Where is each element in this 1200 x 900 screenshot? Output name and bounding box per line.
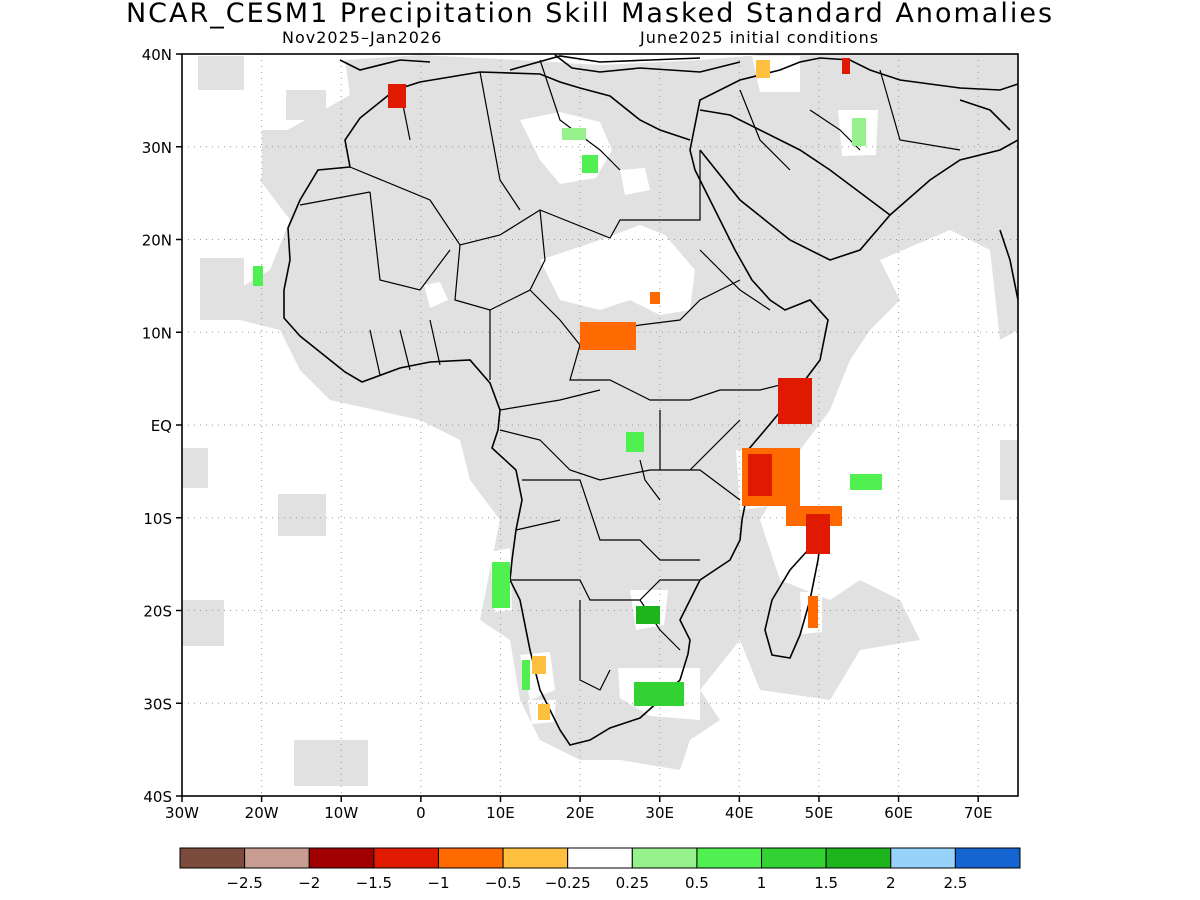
colorbar-swatch	[696, 847, 763, 869]
lon-tick-label: 20W	[245, 804, 279, 822]
initial-conditions: June2025 initial conditions	[640, 28, 880, 47]
colorbar-swatch	[502, 847, 569, 869]
masked-region	[182, 54, 1018, 786]
lon-tick-label: 20E	[566, 804, 595, 822]
forecast-period: Nov2025–Jan2026	[282, 28, 443, 47]
lat-tick-label: 10S	[143, 510, 172, 528]
colorbar: −2.5 −2 −1.5 −1 −0.5 −0.25 0.25 0.5 1 1.5 2 2.5	[179, 847, 1021, 892]
colorbar-label: 1	[757, 874, 767, 892]
lat-tick-label: 30S	[143, 695, 172, 713]
chart-title: NCAR_CESM1 Precipitation Skill Masked St…	[125, 0, 1055, 29]
colorbar-label: 0.5	[685, 874, 709, 892]
colorbar-swatch	[825, 847, 892, 869]
lat-tick-label: EQ	[151, 417, 172, 435]
colorbar-label: −0.25	[545, 874, 591, 892]
lon-tick-label: 0	[416, 804, 426, 822]
lon-tick-label: 10E	[486, 804, 515, 822]
lon-tick-label: 30E	[645, 804, 674, 822]
colorbar-swatch	[308, 847, 375, 869]
colorbar-swatch	[373, 847, 439, 869]
colorbar-label: 2	[886, 874, 896, 892]
lat-tick-label: 20S	[143, 603, 172, 621]
lat-tick-label: 20N	[142, 232, 172, 250]
lat-tick-label: 10N	[142, 324, 172, 342]
lon-tick-label: 10W	[324, 804, 358, 822]
colorbar-label: −0.5	[485, 874, 521, 892]
lon-tick-label: 60E	[884, 804, 913, 822]
colorbar-label: 2.5	[943, 874, 967, 892]
colorbar-swatch	[179, 847, 246, 869]
anomaly-patches	[253, 58, 882, 720]
colorbar-swatch	[761, 847, 827, 869]
longitude-axis: 30W 20W 10W 0 10E 20E 30E 40E 50E 60E 70E	[165, 796, 992, 822]
colorbar-swatch	[890, 847, 956, 869]
colorbar-swatch	[631, 847, 698, 869]
latitude-axis: 40N 30N 20N 10N EQ 10S 20S 30S 40S	[142, 46, 182, 806]
colorbar-label: 0.25	[616, 874, 649, 892]
lat-tick-label: 40S	[143, 788, 172, 806]
colorbar-swatch	[567, 847, 633, 869]
colorbar-swatch	[437, 847, 504, 869]
colorbar-label: −1.5	[356, 874, 392, 892]
lon-tick-label: 50E	[805, 804, 834, 822]
map-plot-area	[182, 54, 1018, 796]
colorbar-label: −2.5	[226, 874, 262, 892]
colorbar-label: −2	[298, 874, 320, 892]
lat-tick-label: 40N	[142, 46, 172, 64]
colorbar-label: 1.5	[814, 874, 838, 892]
lon-tick-label: 70E	[964, 804, 993, 822]
colorbar-label: −1	[427, 874, 449, 892]
lon-tick-label: 40E	[725, 804, 754, 822]
lon-tick-label: 30W	[165, 804, 199, 822]
colorbar-swatch	[244, 847, 310, 869]
lat-tick-label: 30N	[142, 139, 172, 157]
colorbar-swatch	[954, 847, 1021, 869]
